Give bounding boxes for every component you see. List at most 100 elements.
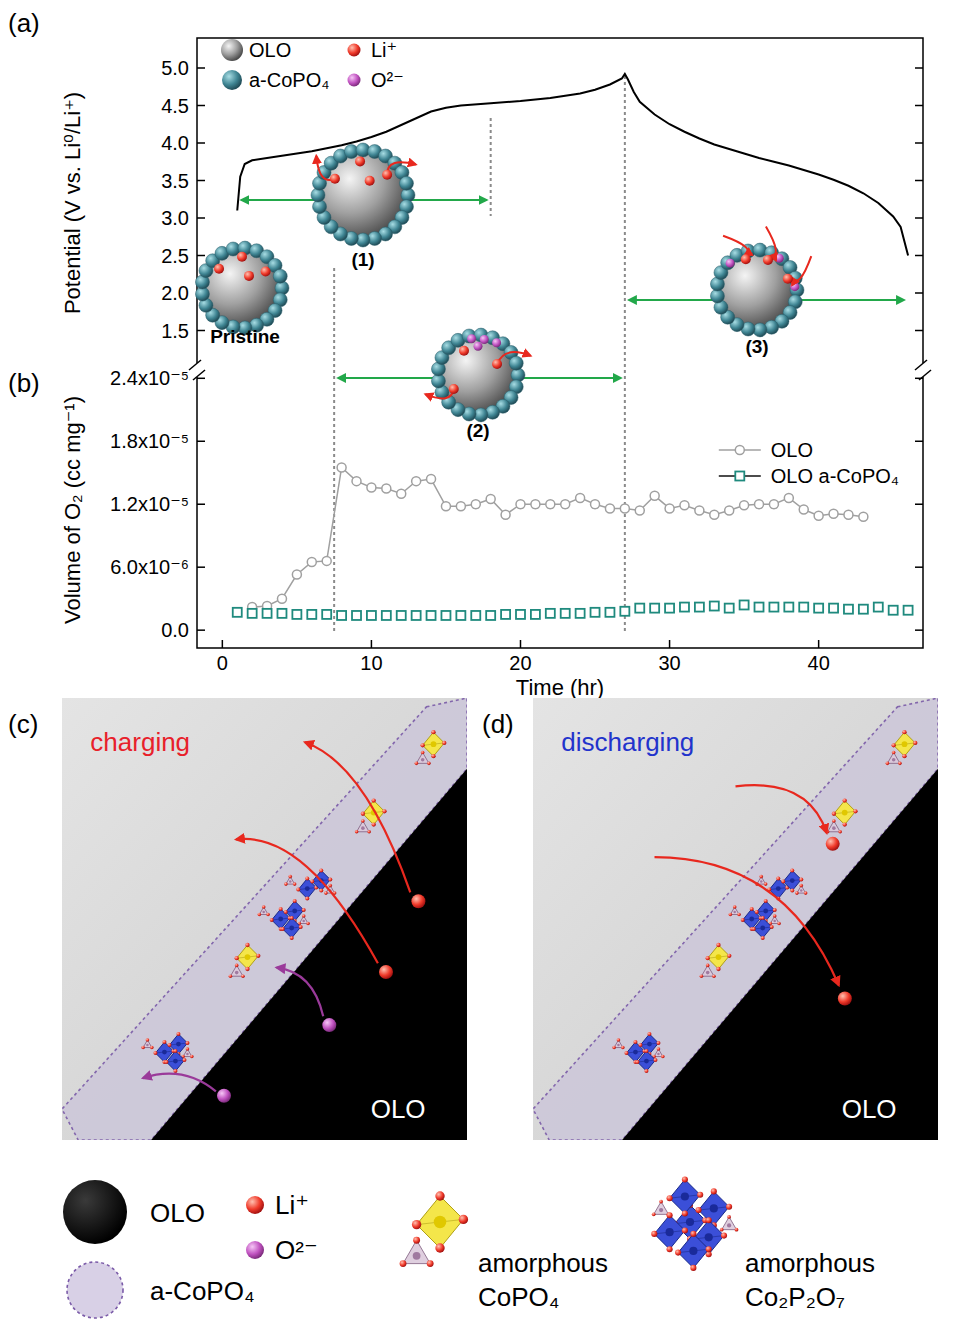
series-point <box>814 604 823 613</box>
key-olo-icon <box>63 1180 127 1244</box>
tetrahedron-core <box>706 971 710 975</box>
oxygen-ion <box>492 338 501 347</box>
oxygen-vertex <box>633 1040 637 1044</box>
polyhedron-core <box>162 1050 167 1055</box>
y-tick <box>197 67 205 69</box>
tetrahedron-core <box>727 1223 731 1227</box>
y-axis-title: Potential (V vs. Li⁰/Li⁺) <box>60 92 85 314</box>
oxygen-vertex <box>690 1265 696 1271</box>
oxygen-vertex <box>853 809 857 813</box>
oxygen-vertex <box>281 927 285 931</box>
series-point <box>874 603 883 612</box>
polyhedron-core <box>710 1204 718 1212</box>
oxygen-vertex <box>284 910 288 914</box>
stage-label: Pristine <box>210 326 280 347</box>
micrograph-image <box>62 698 467 1140</box>
oxygen-vertex <box>667 1195 673 1201</box>
oxygen-vertex <box>442 741 446 745</box>
oxygen-vertex <box>755 910 759 914</box>
polyhedron <box>708 945 730 969</box>
oxygen-vertex <box>427 1260 434 1267</box>
oxygen-ion <box>474 342 483 351</box>
series-point <box>352 611 361 620</box>
li-arrow <box>766 227 776 257</box>
y-tick-label: 4.5 <box>161 95 189 117</box>
oxygen-vertex <box>173 1049 177 1053</box>
polyhedron <box>637 1051 655 1071</box>
x-tick-label: 10 <box>360 652 382 674</box>
schematic-legend-label: OLO <box>249 39 291 61</box>
x-tick <box>520 640 522 648</box>
li-ion <box>330 174 340 184</box>
y-tick <box>197 105 205 107</box>
oxygen-vertex <box>421 751 425 755</box>
oxygen-vertex <box>361 819 365 823</box>
oxygen-vertex <box>296 888 300 892</box>
x-tick-label: 20 <box>509 652 531 674</box>
polyhedron-core <box>902 741 908 747</box>
oxygen-vertex <box>804 891 808 895</box>
series-point <box>516 610 525 619</box>
series-point <box>576 609 585 618</box>
li-ion <box>382 170 392 180</box>
y-tick <box>915 330 923 332</box>
oxygen-ion <box>775 254 784 263</box>
key-label-line: CoPO₄ <box>478 1282 559 1312</box>
axis-break <box>193 370 205 380</box>
oxygen-vertex <box>902 754 906 758</box>
oxygen-vertex <box>182 1058 186 1062</box>
oxygen-vertex <box>733 905 737 909</box>
y-tick-label: 3.5 <box>161 170 189 192</box>
series-point <box>740 501 749 510</box>
series-point <box>456 502 465 511</box>
polyhedron-core <box>176 1042 181 1047</box>
y-tick <box>197 378 205 380</box>
series-point <box>397 489 406 498</box>
series-point <box>367 483 376 492</box>
y-tick-label: 3.0 <box>161 207 189 229</box>
y-axis-title: Volume of O₂ (cc mg⁻¹) <box>60 396 85 624</box>
oxygen-vertex <box>302 914 306 918</box>
oxygen-ion <box>322 1018 336 1032</box>
oxygen-vertex <box>843 822 847 826</box>
oxygen-vertex <box>258 913 262 917</box>
series-point <box>814 511 823 520</box>
oxygen-vertex <box>431 754 435 758</box>
oxygen-vertex <box>435 1243 444 1252</box>
oxygen-vertex <box>361 812 365 816</box>
polyhedron <box>754 918 772 938</box>
x-tick <box>222 640 224 648</box>
oxygen-vertex <box>706 956 710 960</box>
stage-label: (1) <box>351 249 374 270</box>
oxygen-vertex <box>761 916 765 920</box>
oxygen-vertex <box>682 1227 688 1233</box>
y-tick <box>197 330 205 332</box>
series-point <box>367 611 376 620</box>
series-point <box>531 500 540 509</box>
series-point <box>769 603 778 612</box>
oxygen-vertex <box>716 943 720 947</box>
oxygen-vertex <box>776 877 780 881</box>
oxygen-ion <box>480 335 489 344</box>
oxygen-vertex <box>229 974 233 978</box>
polyhedron-core <box>760 926 765 931</box>
oxygen-vertex <box>682 1176 688 1182</box>
oxygen-ion <box>790 282 799 291</box>
oxygen-vertex <box>162 1040 166 1044</box>
y-tick <box>197 217 205 219</box>
key-label: amorphousCoPO₄ <box>478 1248 608 1312</box>
axis-break-gap <box>914 363 932 377</box>
oxygen-vertex <box>752 927 756 931</box>
y-tick <box>915 255 923 257</box>
oxygen-vertex <box>141 1046 145 1050</box>
y-tick <box>197 255 205 257</box>
oxygen-vertex <box>659 1200 663 1204</box>
oxygen-vertex <box>644 1049 648 1053</box>
y-tick <box>915 67 923 69</box>
li-ion <box>492 359 502 369</box>
oxygen-vertex <box>773 914 777 918</box>
li-ion <box>838 992 852 1006</box>
oxygen-vertex <box>727 954 731 958</box>
li-ion <box>379 965 393 979</box>
oxygen-vertex <box>651 1231 657 1237</box>
